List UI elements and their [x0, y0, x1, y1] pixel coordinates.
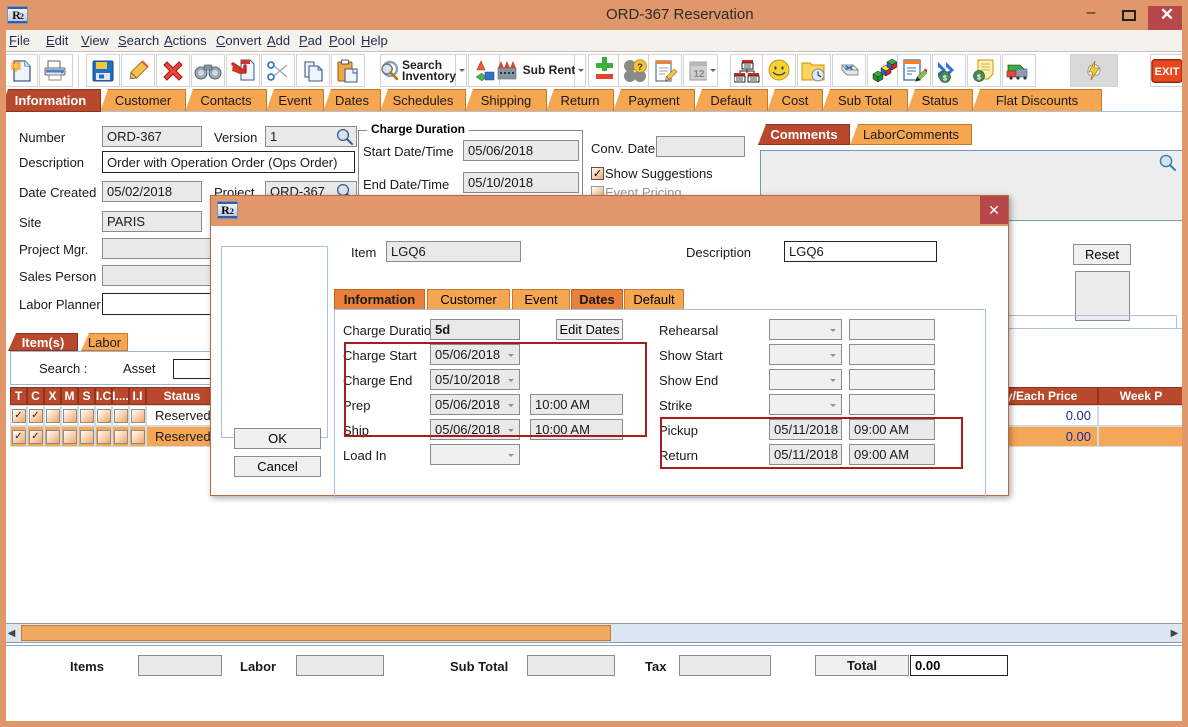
svg-text:EXIT: EXIT: [1154, 66, 1179, 78]
svg-text:$: $: [943, 75, 947, 82]
svg-text:?: ?: [637, 62, 643, 72]
svg-text:12: 12: [693, 69, 705, 80]
svg-text:$: $: [977, 74, 981, 81]
